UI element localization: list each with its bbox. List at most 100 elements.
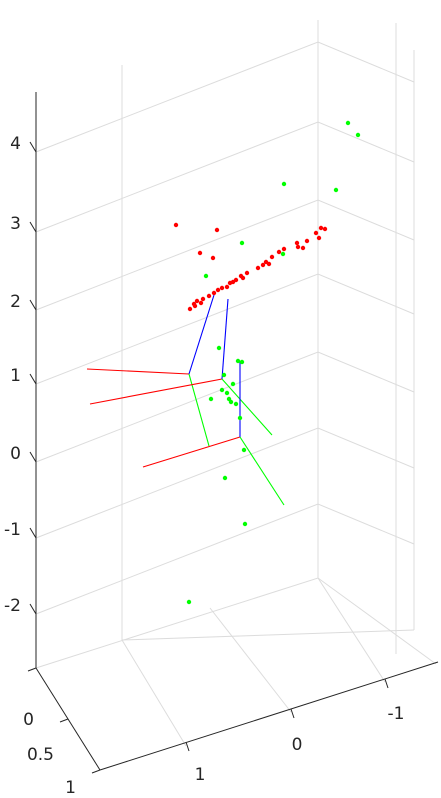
point-red: [197, 250, 203, 256]
grid-horizontal-line: [35, 121, 415, 233]
x-tick-mark: [185, 741, 190, 752]
point-red: [224, 284, 230, 290]
point-red: [266, 261, 272, 267]
x-tick-label: -1: [388, 704, 405, 724]
camera-axis-red: [86, 368, 190, 375]
point-red: [192, 303, 198, 309]
point-red: [295, 244, 301, 250]
grid-horizontal-line: [35, 199, 415, 311]
point-red: [215, 287, 221, 293]
point-green: [216, 345, 222, 351]
point-red: [316, 235, 322, 241]
camera-axis-red: [142, 436, 241, 468]
grid-horizontal-line: [35, 427, 415, 539]
z-tick-mark: [29, 451, 37, 463]
y-tick-mark: [27, 667, 37, 672]
point-green: [241, 447, 247, 453]
point-green: [333, 187, 339, 193]
point-red: [281, 246, 287, 252]
point-green: [355, 132, 361, 138]
z-tick-label: 0: [10, 444, 21, 464]
x-axis-line: [99, 661, 439, 771]
camera-layer: [86, 294, 285, 506]
point-red: [300, 245, 306, 251]
camera-axis-green: [221, 378, 273, 436]
point-red: [173, 222, 179, 228]
point-red: [238, 273, 244, 279]
y-tick-label: 0.5: [27, 745, 54, 765]
point-red: [206, 293, 212, 299]
camera-axis-red: [89, 378, 223, 405]
y-tick-mark: [59, 718, 69, 723]
z-tick-mark: [29, 527, 37, 539]
camera-axis-green: [188, 373, 210, 447]
grid-horizontal-line: [35, 273, 415, 385]
point-red: [210, 255, 216, 261]
point-green: [224, 390, 230, 396]
point-red: [318, 225, 324, 231]
z-tick-mark: [29, 603, 37, 615]
grid-layer: [35, 20, 437, 747]
points-layer: [173, 120, 361, 605]
point-green: [233, 401, 239, 407]
z-tick-label: 3: [10, 214, 21, 234]
point-green: [230, 381, 236, 387]
x-tick-label: 1: [195, 765, 206, 785]
z-tick-label: 1: [10, 366, 21, 386]
point-green: [235, 358, 241, 364]
point-red: [313, 230, 319, 236]
point-green: [237, 415, 243, 421]
axis-layer: [27, 92, 439, 774]
point-red: [244, 270, 250, 276]
point-green: [242, 521, 248, 527]
y-tick-label: 1: [65, 778, 76, 798]
point-red: [304, 238, 310, 244]
z-tick-label: -2: [4, 596, 21, 616]
grid-horizontal-line: [35, 351, 415, 463]
point-red: [294, 240, 300, 246]
z-tick-label: -1: [4, 520, 21, 540]
point-red: [276, 249, 282, 255]
grid-horizontal-line: [35, 41, 415, 153]
point-green: [222, 475, 228, 481]
grid-floor-line: [121, 639, 187, 747]
point-red: [219, 285, 225, 291]
z-tick-mark: [29, 299, 37, 311]
camera-axis-blue: [188, 294, 215, 375]
point-red: [194, 298, 200, 304]
point-red: [214, 227, 220, 233]
grid-floor-line: [317, 577, 386, 683]
point-red: [200, 296, 206, 302]
point-green: [203, 273, 209, 279]
x-tick-label: 0: [292, 735, 303, 755]
point-red: [230, 279, 236, 285]
z-tick-mark: [29, 373, 37, 385]
point-red: [211, 290, 217, 296]
z-tick-label: 4: [10, 134, 21, 154]
point-green: [228, 399, 234, 405]
point-green: [239, 359, 245, 365]
y-tick-label: 0: [23, 710, 34, 730]
grid-floor-line: [121, 629, 415, 641]
point-green: [345, 120, 351, 126]
camera-axis-blue: [221, 298, 229, 380]
tick-label-layer: 4 3 2 1 0 -1 -2 0 0.5 1 1 0 -1: [4, 134, 404, 798]
z-tick-mark: [29, 141, 37, 153]
point-red: [255, 265, 261, 271]
grid-floor-line: [209, 607, 292, 713]
grid-floor-line: [35, 577, 437, 669]
point-green: [239, 240, 245, 246]
point-green: [280, 251, 286, 257]
point-red: [187, 306, 193, 312]
y-tick-mark: [91, 769, 101, 774]
x-tick-mark: [384, 678, 389, 689]
point-red: [322, 226, 328, 232]
point-red: [260, 262, 266, 268]
grid-horizontal-line: [35, 503, 415, 615]
point-green: [281, 181, 287, 187]
point-green: [219, 387, 225, 393]
point-red: [269, 254, 275, 260]
x-tick-mark: [290, 708, 295, 719]
z-tick-mark: [29, 221, 37, 233]
